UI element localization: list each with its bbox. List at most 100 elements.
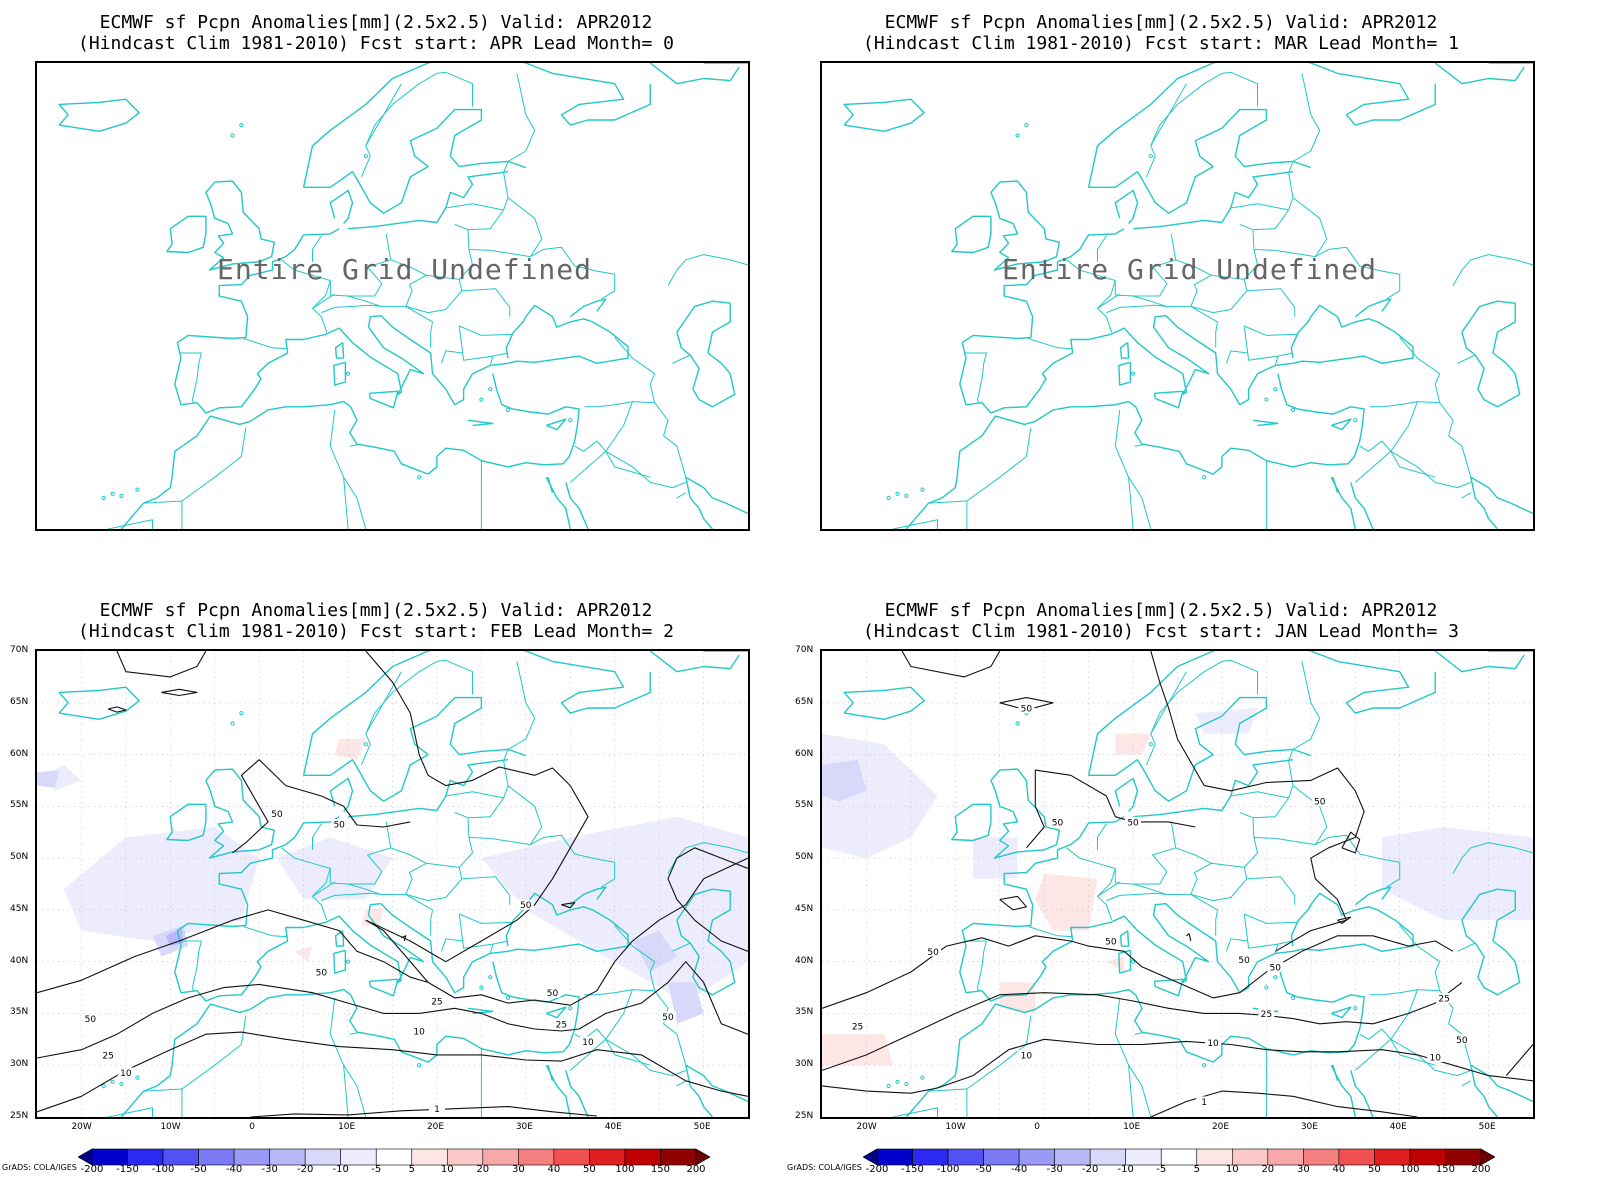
- country-border: [584, 989, 655, 996]
- coastline: [1332, 1065, 1339, 1081]
- anomaly-shade: [63, 827, 260, 941]
- island: [363, 742, 368, 747]
- contour-label: 25: [556, 1020, 567, 1030]
- contour-label: 25: [1438, 994, 1449, 1004]
- colorbar-swatch: [375, 1148, 413, 1166]
- contour-line: [161, 688, 198, 697]
- contour-label-bg: [1018, 702, 1035, 713]
- contour-line: [667, 847, 748, 952]
- contour-line: [822, 981, 1463, 1071]
- country-border: [1066, 847, 1116, 921]
- island: [239, 123, 244, 128]
- colorbar-label: 100: [615, 1164, 635, 1175]
- colorbar-label: 20: [476, 1164, 490, 1175]
- island: [417, 1063, 422, 1068]
- country-border: [1221, 71, 1258, 107]
- coastline: [1330, 1064, 1356, 1117]
- country-border: [1359, 401, 1418, 452]
- colorbar-swatch: [1338, 1148, 1375, 1166]
- colorbar-label: 200: [1471, 1164, 1491, 1175]
- country-border: [1461, 492, 1472, 499]
- colorbar-label: -150: [901, 1164, 924, 1175]
- longitude-label: 10W: [945, 1122, 966, 1132]
- latitude-label: 65N: [10, 696, 29, 707]
- anomaly-shade: [165, 928, 184, 947]
- coastline: [329, 777, 354, 812]
- colorbar: [863, 1148, 1495, 1166]
- contour-label: 50: [316, 969, 328, 979]
- country-border: [1359, 989, 1418, 1040]
- coastline: [649, 651, 740, 673]
- latitude-label: 60N: [795, 748, 814, 759]
- colorbar-label: -20: [1082, 1164, 1099, 1175]
- coastline: [302, 651, 651, 776]
- colorbar-swatch: [1054, 1148, 1091, 1166]
- anomaly-shade: [37, 770, 60, 788]
- contour-label-bg: [544, 987, 561, 998]
- contour-line: [401, 935, 407, 942]
- country-border: [1190, 867, 1248, 902]
- country-border: [405, 305, 433, 348]
- contour-label-bg: [517, 899, 534, 910]
- colorbar-swatch: [1160, 1148, 1198, 1166]
- latitude-label: 50N: [795, 852, 814, 863]
- country-border: [605, 451, 651, 478]
- country-border: [1128, 476, 1152, 529]
- colorbar-swatch: [983, 1148, 1020, 1166]
- coastline: [959, 816, 1414, 1002]
- coastline: [1434, 63, 1525, 85]
- country-border: [312, 823, 322, 850]
- anomaly-shade: [632, 930, 677, 972]
- coastline: [676, 300, 736, 408]
- latitude-label: 65N: [795, 696, 814, 707]
- country-border: [468, 834, 616, 888]
- title-line-2: (Hindcast Clim 1981-2010) Fcst start: AP…: [77, 33, 675, 54]
- coastline: [1118, 361, 1132, 386]
- contour-label-bg: [925, 946, 942, 957]
- contour-line: [116, 651, 207, 678]
- latitude-label: 25N: [10, 1111, 29, 1121]
- country-border: [180, 940, 202, 991]
- country-border: [965, 940, 987, 991]
- contour-label: 25: [102, 1051, 113, 1061]
- contour-label-bg: [660, 1011, 677, 1022]
- island: [135, 487, 140, 492]
- colorbar-swatch: [1480, 1148, 1495, 1166]
- colorbar-label: 20: [1261, 1164, 1275, 1175]
- country-border: [107, 519, 153, 529]
- coastline: [1133, 171, 1294, 230]
- coastline: [1087, 651, 1436, 776]
- country-border: [1246, 288, 1296, 317]
- panel-lead-0: ECMWF sf Pcpn Anomalies[mm](2.5x2.5) Val…: [0, 0, 780, 560]
- coastline: [303, 696, 527, 802]
- coastline: [685, 476, 748, 515]
- panel-title: ECMWF sf Pcpn Anomalies[mm](2.5x2.5) Val…: [0, 600, 766, 642]
- latitude-label: 70N: [795, 645, 814, 655]
- coastline: [333, 361, 347, 386]
- country-border: [1230, 760, 1294, 799]
- contour-label: 50: [1021, 704, 1033, 714]
- contour-label: 50: [927, 948, 939, 958]
- coastline: [334, 930, 345, 947]
- undefined-grid-message: Entire Grid Undefined: [1002, 253, 1378, 286]
- country-border: [569, 1038, 607, 1071]
- coastline: [685, 1065, 713, 1117]
- contour-label-bg: [268, 808, 285, 819]
- colorbar-label: -20: [297, 1164, 314, 1175]
- colorbar-label: 30: [511, 1164, 525, 1175]
- country-border: [390, 224, 473, 280]
- island: [895, 491, 900, 496]
- longitude-label: 40E: [1389, 1122, 1407, 1132]
- country-border: [1390, 451, 1436, 478]
- island: [1130, 959, 1136, 964]
- island: [920, 487, 925, 492]
- colorbar-swatch: [863, 1148, 878, 1166]
- contour-label-bg: [580, 1036, 597, 1047]
- contour-label: 50: [1052, 818, 1064, 828]
- country-border: [1097, 235, 1107, 262]
- colorbar-swatch: [162, 1148, 199, 1166]
- title-line-1: ECMWF sf Pcpn Anomalies[mm](2.5x2.5) Val…: [99, 600, 653, 621]
- country-border: [654, 402, 687, 478]
- contour-label: 25: [431, 998, 442, 1008]
- coastline: [1461, 888, 1521, 996]
